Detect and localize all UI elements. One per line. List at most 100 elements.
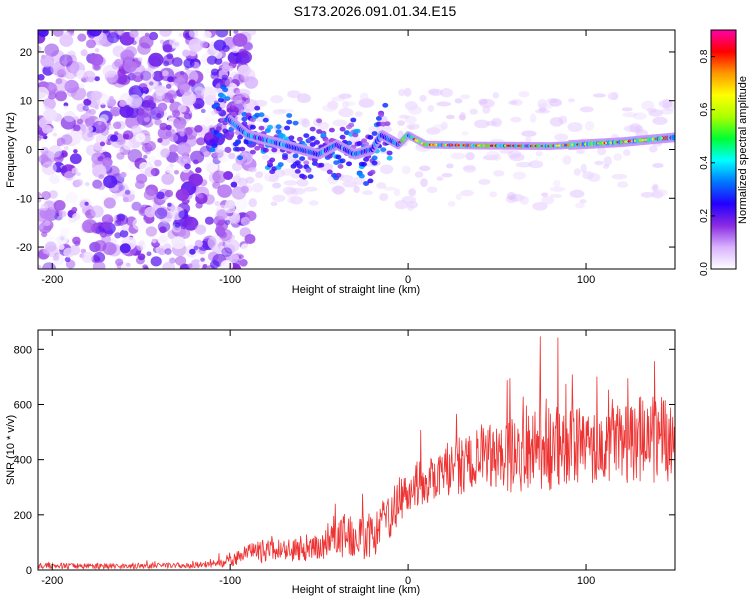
halo-blob <box>592 93 606 98</box>
noise-blob <box>102 157 113 168</box>
noise-blob <box>240 216 251 226</box>
noise-blob <box>94 76 100 82</box>
noise-blob <box>78 83 85 89</box>
noise-blob <box>240 185 249 194</box>
noise-blob <box>182 49 190 57</box>
spectrogram-plot <box>38 30 675 269</box>
halo-blob <box>651 189 668 197</box>
noise-blob <box>109 95 114 101</box>
halo-blob <box>429 88 443 96</box>
noise-blob <box>147 82 155 90</box>
noise-blob <box>85 116 95 126</box>
noise-blob <box>176 142 191 156</box>
halo-blob <box>455 193 462 201</box>
halo-blob <box>567 122 583 132</box>
noise-blob <box>206 55 217 65</box>
noise-blob <box>230 234 236 240</box>
noise-blob <box>38 191 42 198</box>
halo-blob <box>648 145 658 153</box>
halo-blob <box>322 104 337 112</box>
halo-blob <box>245 176 255 184</box>
noise-blob <box>244 76 259 89</box>
noise-blob <box>216 209 228 220</box>
noise-blob <box>51 127 57 133</box>
noise-blob <box>214 200 221 207</box>
noise-blob <box>183 112 191 120</box>
signal-blob <box>316 118 323 124</box>
noise-blob <box>38 74 45 81</box>
noise-blob <box>188 79 196 86</box>
halo-blob <box>535 109 550 114</box>
noise-blob <box>175 255 187 266</box>
noise-blob <box>210 260 220 269</box>
halo-blob <box>354 111 363 117</box>
signal-blob <box>337 164 344 169</box>
signal-blob <box>235 139 241 145</box>
snr-axes: -200 -100 0 100 0 200 400 600 800 <box>14 330 675 587</box>
noise-blob <box>225 199 236 209</box>
halo-blob <box>584 120 595 131</box>
noise-blob <box>194 239 203 248</box>
noise-blob <box>42 124 52 134</box>
halo-blob <box>603 156 612 167</box>
noise-blob <box>171 57 183 67</box>
noise-blob <box>194 224 207 235</box>
signal-blob <box>249 124 256 130</box>
halo-blob <box>515 161 532 168</box>
halo-blob <box>537 99 548 109</box>
noise-blob <box>228 152 236 160</box>
snr-xlabel: Height of straight line (km) <box>292 584 420 596</box>
noise-blob <box>45 235 55 243</box>
noise-blob <box>127 94 143 109</box>
halo-blob <box>492 92 499 99</box>
halo-blob <box>579 199 587 204</box>
noise-blob <box>146 251 152 257</box>
colorbar-tick-label: 0.6 <box>699 102 710 116</box>
noise-blob <box>125 262 131 267</box>
halo-blob <box>436 101 452 107</box>
figure-title: S173.2026.091.01.34.E15 <box>294 3 457 19</box>
halo-blob <box>588 173 601 182</box>
signal-blob <box>346 161 352 167</box>
halo-blob <box>406 204 415 211</box>
snr-plot <box>38 336 675 570</box>
noise-blob <box>139 132 145 138</box>
signal-blob <box>358 173 365 179</box>
noise-blob <box>145 226 158 237</box>
halo-blob <box>512 171 527 180</box>
noise-blob <box>59 165 68 173</box>
noise-blob <box>188 48 198 57</box>
x-tick-label: -200 <box>41 575 63 587</box>
noise-blob <box>55 78 63 85</box>
halo-blob <box>607 92 619 101</box>
signal-blob <box>209 147 216 153</box>
noise-blob <box>229 214 241 225</box>
noise-blob <box>93 240 107 252</box>
noise-blob <box>136 241 146 251</box>
halo-blob <box>398 89 406 97</box>
halo-blob <box>264 172 279 182</box>
signal-blob <box>222 87 229 93</box>
halo-blob <box>611 173 628 180</box>
halo-blob <box>597 147 607 156</box>
halo-blob <box>261 154 270 160</box>
noise-blob <box>196 137 206 146</box>
noise-blob <box>178 210 189 220</box>
y-tick-label: 0 <box>26 565 32 577</box>
noise-blob <box>67 130 82 144</box>
noise-blob <box>200 257 205 262</box>
noise-blob <box>98 174 104 180</box>
noise-blob <box>84 182 90 187</box>
noise-blob <box>83 98 92 106</box>
noise-blob <box>214 51 223 59</box>
halo-blob <box>303 186 318 192</box>
noise-blob <box>103 197 116 209</box>
signal-blob <box>254 105 261 111</box>
noise-blob <box>75 179 84 187</box>
noise-blob <box>80 49 89 57</box>
signal-blob <box>258 112 265 118</box>
halo-blob <box>255 171 264 179</box>
halo-blob <box>440 88 453 98</box>
noise-blob <box>156 191 165 200</box>
noise-blob <box>183 127 193 136</box>
